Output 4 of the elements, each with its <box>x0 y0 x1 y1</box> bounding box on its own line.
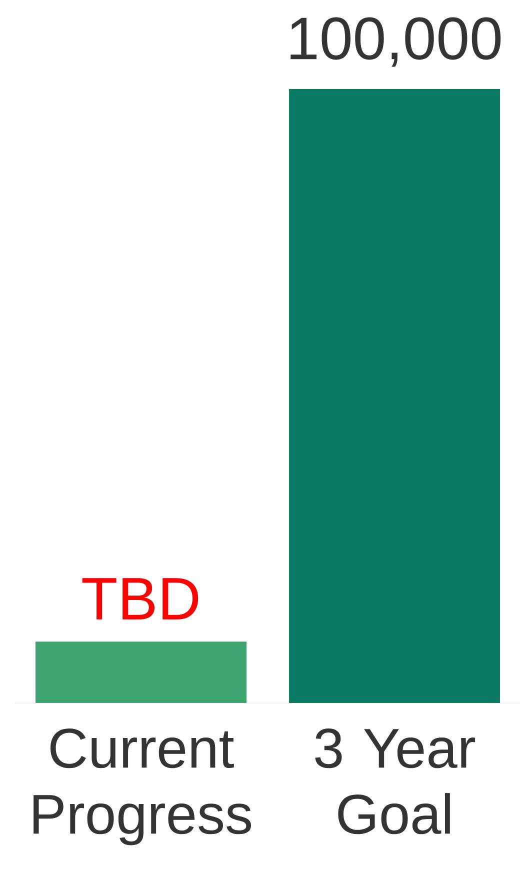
data-label: TBD <box>82 578 198 620</box>
x-tick-label: 3 Year Goal <box>315 728 476 834</box>
x-tick-label: Current Progress <box>34 728 251 846</box>
data-label: 100,000 <box>290 17 501 67</box>
